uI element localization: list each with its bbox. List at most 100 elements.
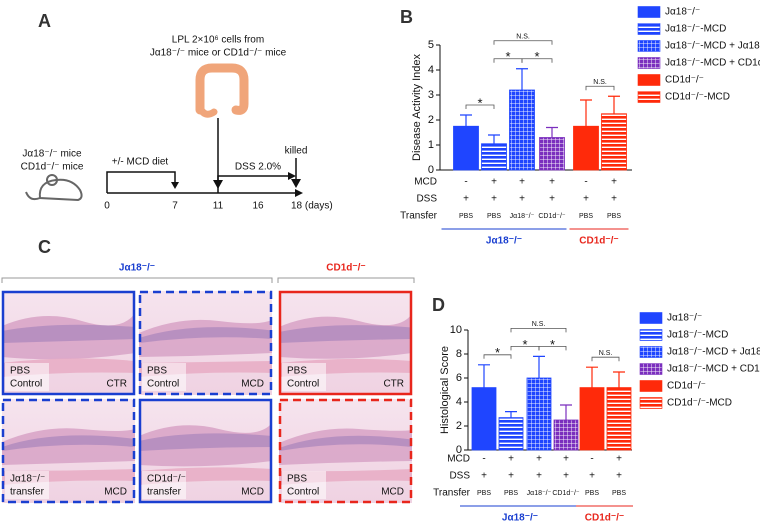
arrowhead: [171, 182, 179, 189]
row-value: PBS: [579, 213, 593, 220]
row-value: +: [616, 471, 622, 482]
group-bracket: [277, 277, 415, 283]
micrograph-label: CTR: [106, 379, 127, 390]
tissue: [279, 435, 412, 451]
mouse-label: CD1d⁻/⁻ mice: [21, 162, 84, 173]
arrowhead: [295, 189, 303, 197]
legend-swatch: [637, 6, 661, 18]
donor-text: LPL 2×10⁶ cells from: [172, 35, 264, 46]
error-bar: [505, 411, 517, 418]
micrograph-border: [138, 398, 273, 504]
y-tick-label: 0: [456, 444, 462, 456]
label-box: [5, 471, 49, 499]
legend-label: Jα18⁻/⁻: [665, 7, 700, 18]
significance-label: *: [477, 95, 482, 110]
arrowhead: [288, 172, 296, 180]
row-value: +: [519, 194, 525, 205]
row-value: +: [549, 177, 555, 188]
bar: [553, 419, 579, 451]
significance-label: N.S.: [599, 350, 613, 357]
group-label: Jα18⁻/⁻: [486, 236, 522, 247]
error-bar: [560, 404, 572, 420]
y-tick-label: 6: [456, 372, 462, 384]
bar: [526, 377, 552, 451]
error-bar: [460, 114, 472, 127]
panel-letter: C: [38, 237, 51, 257]
row-label: Transfer: [433, 488, 471, 499]
row-value: CD1d⁻/⁻: [552, 490, 580, 497]
micrograph-border: [278, 398, 413, 504]
legend-swatch: [637, 91, 661, 103]
arrowhead: [291, 179, 301, 188]
row-value: +: [563, 471, 569, 482]
micrograph-label: Control: [287, 487, 319, 498]
legend-swatch: [637, 40, 661, 52]
error-bar: [613, 371, 625, 388]
row-value: +: [491, 194, 497, 205]
micrograph-border: [278, 290, 413, 396]
row-value: +: [549, 194, 555, 205]
error-bar: [516, 68, 528, 90]
histology: Jα18⁻/⁻ CD1d⁻/⁻ PBS Control CTR PBS Control MCD…: [1, 263, 415, 504]
row-value: PBS: [504, 490, 518, 497]
row-value: CD1d⁻/⁻: [538, 213, 566, 220]
significance-label: *: [522, 337, 527, 352]
row-value: PBS: [487, 213, 501, 220]
legend-label: CD1d⁻/⁻: [665, 75, 704, 86]
bar: [606, 387, 632, 451]
row-value: +: [508, 454, 514, 465]
row-value: +: [481, 471, 487, 482]
bar: [539, 137, 565, 171]
legend-swatch: [639, 380, 663, 392]
row-value: -: [590, 454, 593, 465]
row-value: +: [508, 471, 514, 482]
group-label: CD1d⁻/⁻: [585, 513, 624, 524]
end-label: killed: [285, 146, 308, 157]
row-value: -: [464, 177, 467, 188]
label-box: [142, 363, 186, 391]
y-tick-label: 2: [456, 420, 462, 432]
group-label: CD1d⁻/⁻: [579, 236, 618, 247]
bar-chart: 0 1 2 3 4 5 Disease Activity Index Jα18⁻/⁻ Jα18⁻…: [400, 6, 760, 247]
y-tick-label: 5: [428, 39, 434, 51]
row-label: DSS: [449, 471, 470, 482]
error-bar: [586, 366, 598, 388]
micrograph-label: MCD: [241, 487, 264, 498]
y-tick-label: 4: [428, 64, 434, 76]
row-value: +: [616, 454, 622, 465]
bar: [509, 89, 535, 171]
significance-label: N.S.: [516, 34, 530, 41]
legend-label: CD1d⁻/⁻-MCD: [667, 398, 732, 409]
row-value: Jα18⁻/⁻: [527, 490, 552, 497]
diet-bracket: [106, 171, 176, 193]
significance-label: *: [495, 345, 500, 360]
row-label: MCD: [414, 177, 437, 188]
y-tick-label: 4: [456, 396, 462, 408]
significance-bracket: [483, 354, 512, 359]
significance-bracket: [521, 58, 553, 63]
day-label: 18 (days): [291, 201, 333, 212]
row-value: PBS: [607, 213, 621, 220]
error-bar: [580, 99, 592, 127]
legend-label: CD1d⁻/⁻: [667, 381, 706, 392]
micrograph-label: Control: [147, 379, 179, 390]
significance-label: N.S.: [532, 321, 546, 328]
legend-swatch: [637, 23, 661, 35]
bar: [471, 387, 497, 451]
bar: [453, 125, 479, 171]
y-tick-label: 10: [450, 324, 462, 336]
row-value: +: [463, 194, 469, 205]
error-bar: [546, 126, 558, 138]
day-label: 16: [252, 201, 264, 212]
error-bar: [488, 134, 500, 144]
row-value: +: [589, 471, 595, 482]
significance-label: N.S.: [593, 79, 607, 86]
panel-letter: A: [38, 11, 51, 31]
panel-letter: B: [400, 7, 413, 27]
micrograph-label: PBS: [287, 366, 307, 377]
row-value: +: [519, 177, 525, 188]
tissue: [279, 325, 412, 343]
colon: [195, 63, 249, 115]
micrograph-label: Jα18⁻/⁻: [10, 474, 45, 485]
